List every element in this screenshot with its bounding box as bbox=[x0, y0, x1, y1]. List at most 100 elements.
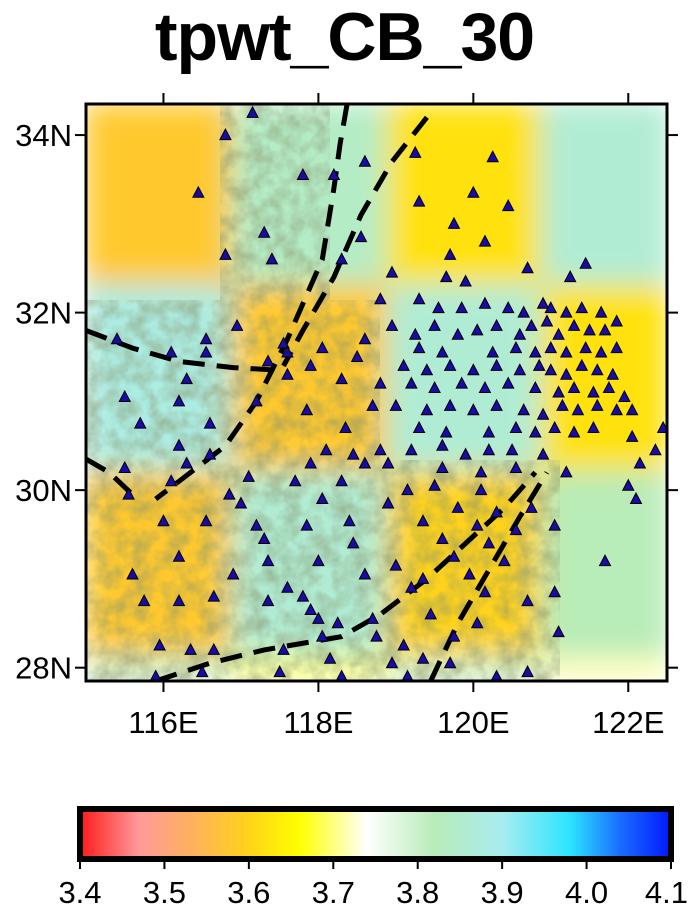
station-triangle bbox=[277, 336, 290, 349]
fault-line bbox=[281, 115, 429, 368]
map-frame bbox=[84, 102, 669, 683]
station-triangle bbox=[436, 438, 449, 451]
fault-line bbox=[428, 471, 550, 681]
station-triangle bbox=[281, 580, 294, 593]
station-triangle bbox=[513, 363, 527, 376]
station-triangle bbox=[296, 167, 310, 181]
station-triangle bbox=[389, 398, 403, 411]
station-triangle bbox=[405, 443, 418, 456]
station-triangle bbox=[598, 323, 612, 336]
station-triangle bbox=[509, 523, 523, 536]
station-triangle bbox=[331, 616, 345, 629]
station-triangle bbox=[358, 567, 372, 580]
station-triangle bbox=[219, 127, 232, 141]
station-triangle bbox=[575, 301, 589, 314]
station-triangle bbox=[467, 185, 480, 198]
station-triangle bbox=[579, 256, 592, 269]
station-triangle bbox=[517, 403, 531, 416]
station-triangle bbox=[567, 425, 581, 438]
station-triangle bbox=[312, 554, 325, 567]
station-triangle bbox=[505, 443, 519, 456]
station-triangle bbox=[246, 105, 259, 118]
station-triangle bbox=[281, 367, 294, 380]
station-triangle bbox=[346, 536, 360, 549]
station-triangle bbox=[265, 252, 279, 265]
station-triangle bbox=[203, 416, 217, 429]
station-triangle bbox=[625, 429, 639, 442]
fault-lines bbox=[86, 104, 550, 681]
station-triangle bbox=[451, 500, 465, 513]
station-triangle bbox=[405, 376, 418, 389]
y-tick-label: 34N bbox=[15, 118, 72, 153]
station-triangle bbox=[629, 491, 643, 505]
station-triangle bbox=[110, 332, 124, 345]
station-triangle bbox=[610, 314, 623, 327]
station-triangle bbox=[312, 611, 325, 624]
station-triangle bbox=[261, 594, 275, 607]
station-triangle bbox=[319, 443, 333, 456]
station-triangle bbox=[172, 438, 186, 451]
station-triangle bbox=[528, 345, 542, 358]
station-triangle bbox=[548, 420, 561, 434]
station-triangle bbox=[346, 447, 360, 460]
station-triangle bbox=[459, 447, 472, 460]
colorbar-ticks: 3.4 3.5 3.6 3.7 3.8 3.9 4.0 4.1 bbox=[58, 859, 688, 909]
map-area bbox=[86, 104, 667, 681]
station-triangle bbox=[234, 496, 248, 509]
station-markers bbox=[110, 105, 667, 681]
station-triangle bbox=[567, 318, 581, 331]
station-triangle bbox=[439, 270, 453, 283]
station-triangle bbox=[436, 460, 449, 473]
station-triangle bbox=[501, 376, 515, 389]
colorbar: 3.4 3.5 3.6 3.7 3.8 3.9 4.0 4.1 bbox=[58, 806, 688, 909]
colorbar-gradient bbox=[77, 806, 674, 862]
station-triangle bbox=[563, 270, 577, 283]
station-triangle bbox=[478, 234, 492, 247]
station-triangle bbox=[335, 252, 348, 265]
station-triangle bbox=[552, 385, 565, 398]
station-triangle bbox=[587, 420, 600, 434]
station-triangle bbox=[335, 474, 348, 487]
station-triangle bbox=[296, 589, 310, 602]
station-triangle bbox=[277, 642, 290, 655]
station-triangle bbox=[443, 398, 457, 411]
station-triangle bbox=[610, 341, 623, 354]
station-triangle bbox=[490, 669, 503, 681]
station-triangle bbox=[455, 376, 469, 389]
station-triangle bbox=[459, 274, 472, 287]
station-triangle bbox=[470, 518, 484, 531]
station-triangle bbox=[405, 580, 418, 593]
station-triangle bbox=[401, 483, 414, 496]
station-triangle bbox=[590, 363, 604, 376]
y-tick-label: 28N bbox=[15, 651, 72, 686]
station-triangle bbox=[513, 327, 527, 340]
station-triangle bbox=[304, 602, 317, 615]
map-title: tpwt_CB_30 bbox=[154, 0, 535, 75]
station-triangle bbox=[370, 629, 383, 642]
station-triangle bbox=[424, 607, 438, 620]
station-triangle bbox=[443, 656, 457, 669]
station-triangle bbox=[625, 403, 639, 416]
station-triangle bbox=[474, 483, 488, 496]
station-triangle bbox=[509, 420, 523, 434]
station-triangle bbox=[621, 478, 635, 491]
station-triangle bbox=[122, 487, 135, 500]
station-triangle bbox=[544, 301, 558, 314]
colorbar-tick-label: 3.6 bbox=[227, 875, 270, 909]
station-triangle bbox=[381, 496, 395, 509]
station-triangle bbox=[261, 554, 275, 567]
station-triangle bbox=[540, 314, 554, 327]
station-triangle bbox=[447, 629, 461, 642]
station-triangle bbox=[315, 341, 329, 354]
station-triangle bbox=[149, 669, 162, 681]
station-triangle bbox=[374, 376, 387, 389]
station-triangle bbox=[548, 585, 561, 598]
station-triangle bbox=[339, 420, 352, 434]
station-triangle bbox=[315, 629, 329, 642]
station-triangle bbox=[153, 638, 166, 651]
station-triangle bbox=[184, 642, 197, 655]
station-triangle bbox=[327, 167, 341, 181]
station-triangle bbox=[556, 398, 569, 411]
longitude-axis: 116E 118E 120E 122E bbox=[128, 93, 664, 740]
station-triangle bbox=[587, 385, 600, 398]
